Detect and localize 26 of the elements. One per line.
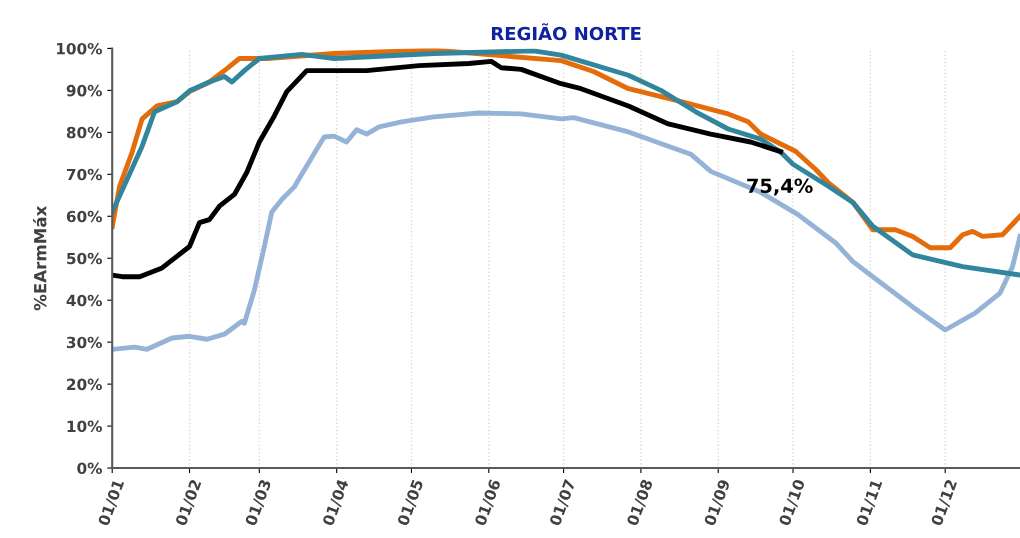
y-tick-label: 30%	[66, 336, 102, 349]
annotation: 75,4%	[747, 178, 813, 196]
y-tick-label: 90%	[66, 84, 102, 97]
chart-title: REGIÃO NORTE	[491, 23, 641, 41]
y-tick-label: 40%	[66, 294, 102, 307]
y-tick-label: 60%	[66, 210, 102, 223]
x-tick-label: 01/12	[930, 479, 959, 527]
x-tick-label: 01/01	[97, 478, 126, 527]
x-tick-label: 01/08	[626, 478, 655, 527]
y-tick-label: 10%	[67, 420, 102, 433]
y-tick-label: 70%	[66, 168, 102, 181]
x-tick-label: 01/10	[778, 478, 807, 527]
y-tick-label: 80%	[66, 126, 102, 139]
y-tick-label: 100%	[57, 42, 102, 55]
x-tick-label: 01/07	[548, 479, 577, 527]
x-tick-label: 01/06	[474, 478, 503, 527]
y-tick-label: 50%	[67, 252, 102, 265]
x-tick-label: 01/04	[321, 478, 350, 527]
y-axis-title: %EArmMáx	[32, 205, 47, 311]
y-tick-label: 20%	[67, 378, 102, 391]
x-tick-label: 01/05	[396, 478, 425, 527]
x-tick-label: 01/03	[244, 479, 273, 527]
x-tick-label: 01/02	[174, 479, 203, 527]
y-tick-label: 0%	[77, 462, 102, 475]
x-tick-label: 01/09	[703, 478, 732, 527]
x-tick-label: 01/11	[855, 478, 884, 527]
